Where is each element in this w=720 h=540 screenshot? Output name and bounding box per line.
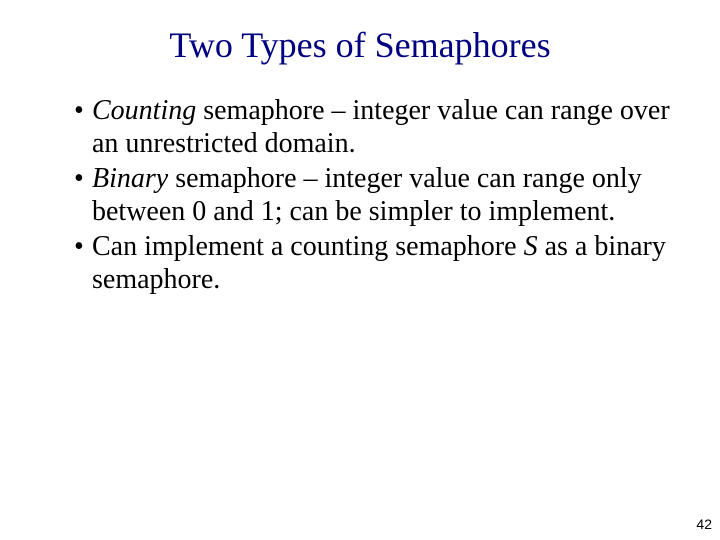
slide-title: Two Types of Semaphores [50, 24, 670, 66]
bullet-item: • Binary semaphore – integer value can r… [74, 162, 670, 228]
bullet-dot: • [74, 94, 92, 127]
bullet-italic-lead: Counting [92, 95, 196, 126]
bullet-italic-var: S [524, 231, 538, 262]
bullet-dot: • [74, 162, 92, 195]
slide: Two Types of Semaphores • Counting semap… [0, 0, 720, 540]
bullet-pre: Can implement a counting semaphore [92, 231, 524, 262]
bullet-italic-lead: Binary [92, 163, 168, 194]
bullet-rest: semaphore – integer value can range only… [92, 163, 642, 227]
bullet-item: • Can implement a counting semaphore S a… [74, 230, 670, 296]
bullet-text: Counting semaphore – integer value can r… [92, 94, 670, 160]
bullet-dot: • [74, 230, 92, 263]
bullet-text: Can implement a counting semaphore S as … [92, 230, 670, 296]
bullet-text: Binary semaphore – integer value can ran… [92, 162, 670, 228]
page-number: 42 [696, 516, 712, 532]
slide-body: • Counting semaphore – integer value can… [50, 94, 670, 296]
bullet-item: • Counting semaphore – integer value can… [74, 94, 670, 160]
